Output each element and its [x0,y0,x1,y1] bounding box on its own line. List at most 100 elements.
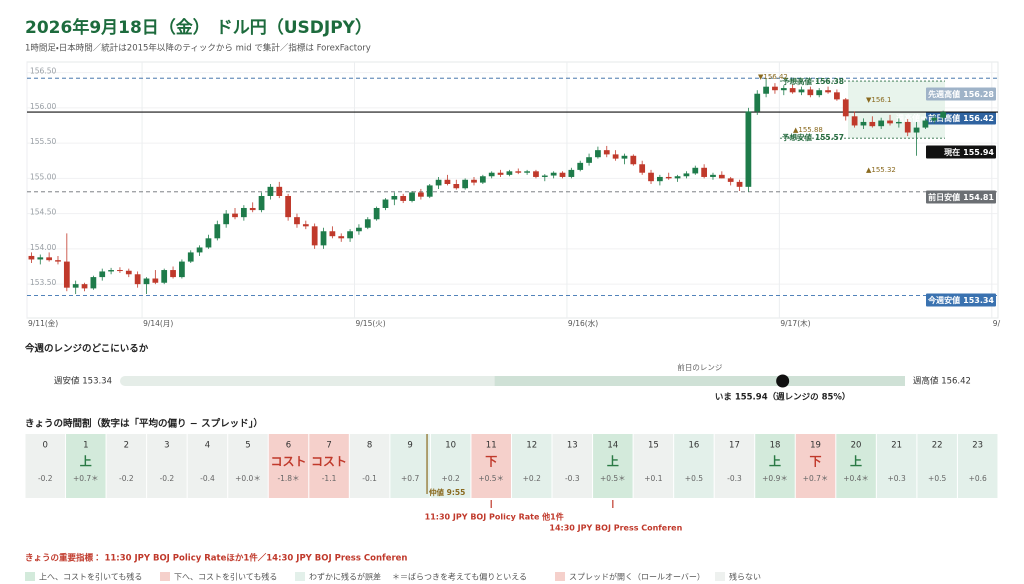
candle-body [311,226,318,246]
hour-value: -0.2 [160,474,175,483]
event-label: 11:30 JPY BOJ Policy Rate 他1件 [425,512,564,522]
legend-label: 上へ、コストを引いても残る [39,572,142,582]
price-annotation: ▲155.88 [793,126,823,134]
hour-signal: コスト [271,455,307,469]
candle-body [789,88,796,93]
hour-number: 15 [648,441,659,451]
forecast-name: 予想高値 [782,76,812,86]
candle-body [595,150,601,158]
candle-body [46,257,53,261]
forecast-label: 予想高値 156.38 [782,76,844,86]
range-high-label: 週高値 156.42 [913,376,971,387]
hour-cell [349,434,390,498]
candle-body [497,172,504,175]
x-tick-label: 9/ [993,319,1001,328]
hour-value: -1.1 [322,474,337,483]
candle-body [373,207,380,220]
hour-number: 9 [407,441,412,451]
hour-cell [552,434,593,498]
hour-cell [390,434,430,498]
hour-value: +0.4＊ [843,474,869,483]
candle-body [223,213,230,225]
y-tick-label: 155.00 [30,172,56,181]
candle-body [913,127,920,133]
hour-value: -0.1 [362,474,377,483]
annotation-value: 156.1 [871,96,891,104]
annotation-value: 156.42 [763,73,788,81]
candle-body [426,185,433,197]
hour-value: -1.8＊ [277,474,299,483]
legend-label: わずかに残るが誤差 [309,572,381,582]
hour-value: +0.5 [928,474,946,483]
level-label: 週高値＝前日高値 156.42 [896,113,994,123]
candle-body [674,176,681,179]
hour-number: 7 [326,441,331,451]
candle-body [258,195,265,211]
event-label: 14:30 JPY BOJ Press Conferen [549,524,682,533]
candle-body [28,255,35,260]
current-label: いま 155.94（週レンジの 85%） [715,392,851,403]
hour-cell [755,434,795,498]
candle-body [240,207,247,218]
hour-signal: 上 [850,454,862,469]
candle-body [329,231,336,237]
candle-body [232,213,238,218]
hour-number: 13 [567,441,578,451]
candle-body [665,176,672,179]
candle-body [90,277,97,289]
candle-body [718,174,725,179]
range-title: 今週のレンジのどこにいるか [25,343,149,355]
candle-body [72,284,79,288]
hour-cell [795,434,836,498]
candle-body [214,224,221,239]
candle-body [639,164,646,173]
candle-body [338,236,345,239]
level-name: 週高値＝前日高値 [896,113,960,123]
hour-signal: 上 [607,454,619,469]
page-subtitle: 1時間足・日本時間／統計は2015年以降のティックから mid で集計／指標は … [25,43,371,54]
candle-body [780,88,787,91]
candle-body [488,172,495,177]
level-label-box [926,145,996,159]
hour-cell [511,434,552,498]
hour-value: +0.1 [644,474,662,483]
candle-body [364,219,371,228]
candle-body [161,270,168,283]
candle-body [577,162,584,170]
candle-body [895,121,902,124]
hour-number: 2 [124,441,129,451]
candle-body [125,270,132,275]
candle-body [63,261,70,288]
annotation-value: 155.88 [798,126,823,134]
candle-body [418,192,424,197]
hour-value: -0.2 [38,474,53,483]
hour-cell [66,434,106,498]
candle-body [187,252,194,262]
hour-value: +0.2 [442,474,460,483]
candle-body [409,192,415,201]
hour-cell [674,434,714,498]
x-tick-label: 9/16(水) [568,318,598,328]
hour-number: 12 [526,441,537,451]
candle-body [143,278,150,285]
hour-value: +0.5＊ [600,474,626,483]
candle-body [550,172,557,176]
candle-body [515,171,522,173]
hour-value: +0.7＊ [803,474,829,483]
hour-value: +0.6 [969,474,987,483]
level-label: 前日安値 154.81 [928,192,994,202]
candle-body [435,179,442,186]
candle-body [249,207,256,211]
hour-number: 11 [486,441,497,451]
candle-body [462,179,469,189]
candle-body [683,173,690,177]
hour-number: 14 [607,441,618,451]
hour-signal: 下 [810,455,822,469]
candle-body [196,247,203,253]
candle-body [736,181,743,187]
hour-cell [836,434,876,498]
forecast-name: 予想安値 [782,132,812,142]
hour-number: 16 [688,441,699,451]
candle-body [285,195,291,218]
x-tick-label: 9/15(火) [356,319,386,328]
